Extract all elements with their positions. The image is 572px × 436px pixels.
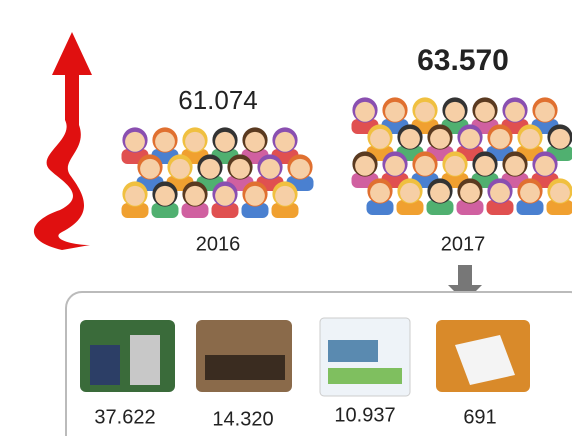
crowd-figure (275, 185, 295, 206)
crowd-figure (230, 158, 250, 179)
breakdown-value: 14.320 (212, 408, 273, 430)
breakdown-value: 691 (463, 406, 496, 428)
crowd-figure (486, 200, 514, 215)
thumbnail-detail (90, 345, 120, 385)
crowd-figure (185, 131, 205, 152)
crowd-figure (426, 200, 454, 215)
growth-arrow (33, 32, 92, 250)
breakdown-value: 37.622 (94, 406, 155, 428)
crowd-figure (385, 155, 405, 176)
crowd-figure (355, 101, 375, 122)
year-label: 2017 (441, 233, 486, 255)
crowd-figure (125, 131, 145, 152)
crowd-figure (211, 203, 239, 218)
crowd-figure (535, 101, 555, 122)
total-value: 61.074 (178, 85, 258, 115)
thumbnail-detail (328, 368, 402, 384)
crowd-figure (366, 200, 394, 215)
crowd-figure (490, 182, 510, 203)
crowd-figure (520, 128, 540, 149)
crowd-figure (535, 155, 555, 176)
crowd-figure (400, 128, 420, 149)
crowd-figure (215, 185, 235, 206)
crowd-figure (475, 101, 495, 122)
crowd-figure (415, 101, 435, 122)
crowd-figure (460, 182, 480, 203)
thumbnail-detail (328, 340, 378, 362)
crowd-figure (245, 185, 265, 206)
crowd-figure (215, 131, 235, 152)
crowd-figure (155, 185, 175, 206)
crowd-figure (185, 185, 205, 206)
crowd-figure (170, 158, 190, 179)
crowd-figure (200, 158, 220, 179)
thumbnail-detail (130, 335, 160, 385)
crowd-figure (181, 203, 209, 218)
crowd-figure (460, 128, 480, 149)
thumbnail-detail (455, 335, 515, 385)
crowd-figure (245, 131, 265, 152)
crowd-figure (505, 155, 525, 176)
crowd-figure (155, 131, 175, 152)
crowd-figure (550, 182, 570, 203)
crowd-figure (125, 185, 145, 206)
thumbnail-detail (205, 355, 285, 380)
crowd-figure (490, 128, 510, 149)
crowd-figure (400, 182, 420, 203)
crowd-figure (445, 101, 465, 122)
crowd-figure (140, 158, 160, 179)
crowd-figure (355, 155, 375, 176)
crowd-figure (260, 158, 280, 179)
year-label: 2016 (196, 233, 241, 255)
crowd-figure (121, 203, 149, 218)
crowd-figure (271, 203, 299, 218)
crowd-figure (505, 101, 525, 122)
crowd-2016 (121, 127, 314, 218)
crowd-figure (475, 155, 495, 176)
crowd-figure (546, 200, 572, 215)
crowd-figure (290, 158, 310, 179)
crowd-figure (370, 128, 390, 149)
crowd-figure (415, 155, 435, 176)
crowd-figure (241, 203, 269, 218)
crowd-figure (520, 182, 540, 203)
crowd-figure (550, 128, 570, 149)
crowd-figure (370, 182, 390, 203)
crowd-2017 (351, 97, 572, 215)
crowd-figure (151, 203, 179, 218)
crowd-figure (445, 155, 465, 176)
crowd-figure (396, 200, 424, 215)
crowd-figure (516, 200, 544, 215)
total-value: 63.570 (417, 44, 509, 77)
crowd-figure (385, 101, 405, 122)
crowd-figure (430, 182, 450, 203)
thumbnails (80, 317, 530, 397)
crowd-figure (430, 128, 450, 149)
crowd-figure (456, 200, 484, 215)
crowd-figure (275, 131, 295, 152)
breakdown-value: 10.937 (334, 404, 395, 426)
